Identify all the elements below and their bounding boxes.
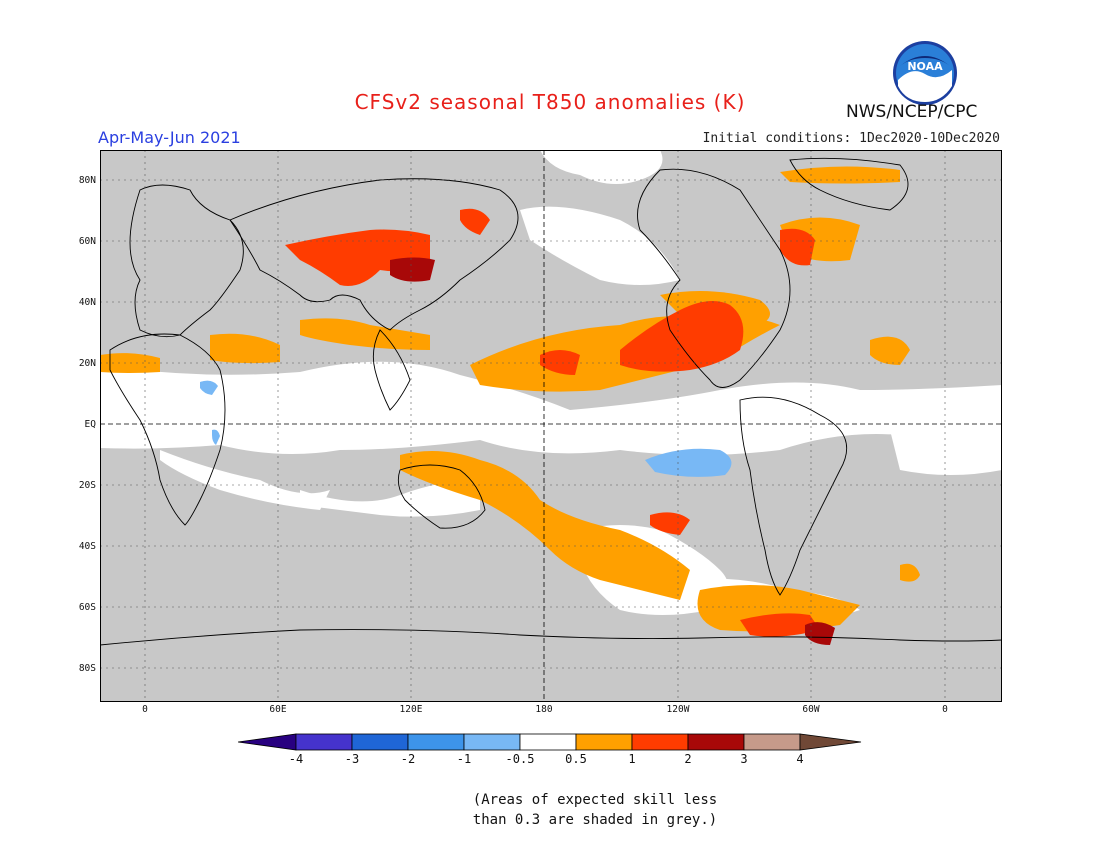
initial-conditions: Initial conditions: 1Dec2020-10Dec2020: [702, 131, 1000, 146]
lat-label-2: 40N: [78, 297, 96, 308]
lat-label-6: 40S: [78, 541, 96, 552]
lon-label-6: 0: [942, 704, 948, 715]
colorbar-label-5: 0.5: [565, 752, 587, 766]
lat-label-8: 80S: [78, 663, 96, 674]
graticule: [100, 150, 1002, 702]
colorbar-segment-0: [238, 733, 297, 751]
colorbar-segment-1: [295, 733, 353, 751]
color-scale-bar: [238, 733, 862, 751]
lat-label-3: 20N: [78, 358, 96, 369]
colorbar-label-4: -0.5: [505, 752, 535, 766]
colorbar-segment-5: [519, 733, 577, 751]
colorbar-segment-6: [575, 733, 633, 751]
coastlines: [100, 157, 1002, 646]
warm-anomaly-2k: [285, 208, 820, 637]
lon-label-4: 120W: [666, 704, 690, 715]
logo-text: NOAA: [907, 60, 943, 73]
lon-label-5: 60W: [802, 704, 820, 715]
colorbar-segment-8: [687, 733, 745, 751]
colorbar-segment-7: [631, 733, 689, 751]
colorbar-label-8: 3: [740, 752, 748, 766]
colorbar-segment-4: [463, 733, 521, 751]
skill-note-line1: (Areas of expected skill less: [472, 792, 718, 808]
colorbar-label-0: -4: [288, 752, 304, 766]
colorbar-label-7: 2: [684, 752, 692, 766]
lon-label-3: 180: [535, 704, 553, 715]
colorbar-label-6: 1: [628, 752, 636, 766]
colorbar-label-9: 4: [796, 752, 804, 766]
forecast-period: Apr-May-Jun 2021: [98, 128, 241, 147]
colorbar-label-2: -2: [400, 752, 416, 766]
colorbar-label-3: -1: [456, 752, 472, 766]
lat-label-5: 20S: [78, 480, 96, 491]
colorbar-segment-3: [407, 733, 465, 751]
colorbar-segment-10: [799, 733, 862, 751]
anomaly-map: [100, 150, 1002, 702]
noaa-logo: NOAA: [893, 41, 957, 105]
lat-label-1: 60N: [78, 236, 96, 247]
lat-label-7: 60S: [78, 602, 96, 613]
lat-label-0: 80N: [78, 175, 96, 186]
colorbar-label-1: -3: [344, 752, 360, 766]
lat-label-4: EQ: [84, 419, 96, 430]
map-title: CFSv2 seasonal T850 anomalies (K): [354, 90, 746, 114]
equator-dateline: [100, 150, 1002, 702]
cold-anomaly: [200, 380, 732, 477]
lon-label-0: 0: [142, 704, 148, 715]
warm-anomaly-3k: [390, 257, 835, 645]
lon-label-1: 60E: [269, 704, 287, 715]
skill-note-line2: than 0.3 are shaded in grey.): [472, 812, 718, 828]
agency-name: NWS/NCEP/CPC: [846, 102, 978, 122]
lon-label-2: 120E: [399, 704, 423, 715]
colorbar-segment-2: [351, 733, 409, 751]
colorbar-segment-9: [743, 733, 801, 751]
